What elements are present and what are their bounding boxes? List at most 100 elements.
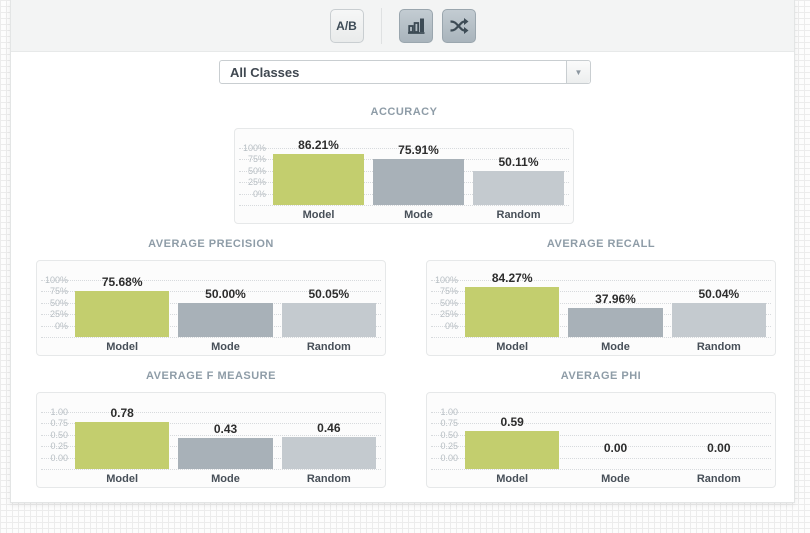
gridline [431,457,771,459]
bar-column-model: 0.59 [465,393,560,470]
bar-column-random: 0.00 [672,393,766,470]
bar-column-mode: 0.00 [568,393,662,470]
bar-column-mode: 75.91% [373,129,464,206]
y-axis-tick: 75% [247,154,266,165]
bar-mode [568,308,663,337]
y-axis-tick: 100% [242,143,266,153]
y-axis-tick: 25% [439,309,458,320]
bar-value-label: 0.59 [500,414,524,429]
bar-model [465,430,560,469]
bar-value-label: 0.00 [707,441,731,455]
gridline [431,280,771,281]
plot-area: 1.00 0.75 0.50 0.25 0.00 0.59 0.00 0.00 [427,393,775,470]
chevron-down-icon[interactable]: ▼ [566,61,590,83]
y-axis-tick: 0% [444,320,458,331]
bar-column-model: 0.78 [75,393,170,470]
y-axis-tick: 0.75 [50,418,68,429]
y-axis-tick: 0.50 [440,429,458,440]
bar-column-mode: 0.43 [178,393,273,470]
x-axis-label-random: Random [306,473,351,485]
chart-average-phi: AVERAGE PHI 1.00 0.75 0.50 0.25 0.00 0.59 0.00 0… [426,370,776,488]
bars-group: 0.78 0.43 0.46 [75,393,376,470]
chart-title: AVERAGE F MEASURE [146,370,276,382]
bar-column-model: 86.21% [273,129,364,206]
gridline [431,302,771,304]
bar-mode [178,302,273,337]
x-axis-label-random: Random [496,209,541,221]
x-axis-label-mode: Mode [211,473,240,485]
x-axis-labels: Model Mode Random [37,470,385,488]
bar-column-random: 50.04% [671,261,766,338]
x-axis-label-mode: Mode [211,341,240,353]
shuffle-icon [449,16,469,36]
y-axis-tick: 50% [439,297,458,308]
bar-random [281,302,376,337]
bar-value-label: 50.11% [498,154,539,169]
y-axis-tick: 50% [247,165,266,176]
gridline [431,423,771,425]
chart-panel: 100% 75% 50% 25% 0% 84.27% 37.96% 50.04% Model Mo… [426,260,776,356]
bar-value-label: 0.46 [317,420,341,435]
plot-area: 100% 75% 50% 25% 0% 75.68% 50.00% 50.05% [37,261,385,338]
y-axis-tick: 0.00 [50,452,68,463]
bar-column-model: 84.27% [465,261,560,338]
bar-value-label: 84.27% [491,271,533,286]
plot-area: 100% 75% 50% 25% 0% 84.27% 37.96% 50.04% [427,261,775,338]
y-axis-tick: 0% [54,320,68,331]
x-axis-label-random: Random [306,341,351,353]
class-filter-select[interactable]: All Classes ▼ [219,60,591,84]
bar-mode [373,159,464,205]
y-axis-tick: 25% [247,177,266,188]
gridline [41,280,381,281]
gridline [431,337,771,338]
bar-random [671,302,766,337]
y-axis-tick: 100% [434,275,458,285]
y-axis-tick: 25% [49,309,68,320]
x-axis-label-random: Random [696,473,741,485]
gridline [41,434,381,436]
bar-mode [178,438,273,469]
bar-model [273,154,364,205]
y-axis-tick: 1.00 [50,407,68,417]
bar-column-mode: 50.00% [178,261,273,338]
gridline [431,291,771,293]
bar-column-random: 50.05% [281,261,376,338]
bar-column-model: 75.68% [75,261,170,338]
chart-title: AVERAGE PHI [560,370,642,382]
y-axis-tick: 1.00 [440,407,458,417]
shuffle-view-button[interactable] [441,8,476,43]
chart-title: AVERAGE PRECISION [148,238,274,250]
x-axis-label-mode: Mode [404,209,433,221]
gridline [431,469,771,470]
toolbar: A/B [11,0,794,52]
x-axis-labels: Model Mode Random [427,470,775,488]
toolbar-divider [380,7,382,44]
y-axis-tick: 0.50 [50,429,68,440]
y-axis-tick: 0% [252,188,266,199]
x-axis-label-model: Model [496,341,529,353]
y-axis-tick: 0.75 [440,418,458,429]
x-axis-label-model: Model [302,209,335,221]
ab-comparison-button[interactable]: A/B [329,8,364,43]
bar-value-label: 0.43 [213,422,238,436]
x-axis-label-model: Model [106,473,139,485]
x-axis-label-random: Random [696,341,741,353]
bars-group: 84.27% 37.96% 50.04% [465,261,766,338]
chart-average-precision: AVERAGE PRECISION 100% 75% 50% 25% 0% 75.68% 50… [36,238,386,356]
bar-chart-view-button[interactable] [398,8,433,43]
chart-panel: 1.00 0.75 0.50 0.25 0.00 0.59 0.00 0.00 Model Mod… [426,392,776,488]
gridline [431,412,771,413]
bar-model [465,287,560,337]
gridline [41,469,381,470]
bar-column-random: 0.46 [281,393,376,470]
y-axis-tick: 75% [439,286,458,297]
chart-title: AVERAGE RECALL [546,238,656,250]
x-axis-label-mode: Mode [601,341,630,353]
y-axis-tick: 0.00 [440,452,458,463]
plot-area: 100% 75% 50% 25% 0% 86.21% 75.91% 50.11% [235,129,573,206]
bar-value-label: 50.00% [205,286,246,301]
gridline [41,423,381,425]
bar-value-label: 0.00 [603,441,628,455]
bar-value-label: 50.05% [308,286,350,301]
bar-value-label: 37.96% [595,292,636,307]
